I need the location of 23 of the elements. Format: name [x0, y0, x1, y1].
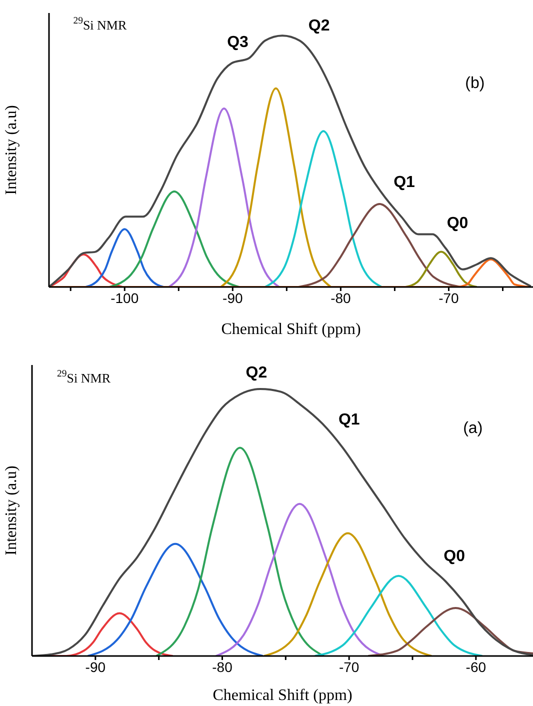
annotation: Q0 — [446, 215, 468, 232]
x-tick-label: -80 — [212, 658, 233, 675]
text: Q2 — [246, 364, 268, 382]
x-tick-label: -70 — [338, 658, 360, 675]
x-axis-title: Chemical Shift (ppm) — [212, 687, 352, 704]
text: $^{29}$Si NMR — [57, 368, 111, 386]
annotation: Q1 — [338, 412, 360, 429]
x-tick-label: -80 — [330, 290, 352, 306]
annotation: Q0 — [444, 548, 466, 566]
x-tick-label: -90 — [85, 658, 106, 675]
annotation: (a) — [463, 420, 483, 438]
text: Q2 — [308, 18, 330, 35]
x-tick-label: -70 — [438, 290, 460, 306]
text: $^{29}$Si NMR — [73, 15, 127, 33]
y-axis-title: Intensity (a.u) — [3, 466, 20, 556]
annotation: Q1 — [394, 174, 416, 192]
y-axis-title: Intensity (a.u) — [3, 105, 20, 195]
x-tick-label: -100 — [110, 290, 139, 306]
x-tick-label: -90 — [222, 290, 243, 306]
x-tick-label: -60 — [466, 658, 486, 675]
x-axis-title: Chemical Shift (ppm) — [221, 321, 361, 338]
annotation: (b) — [465, 75, 485, 92]
annotation: Q3 — [227, 34, 249, 52]
